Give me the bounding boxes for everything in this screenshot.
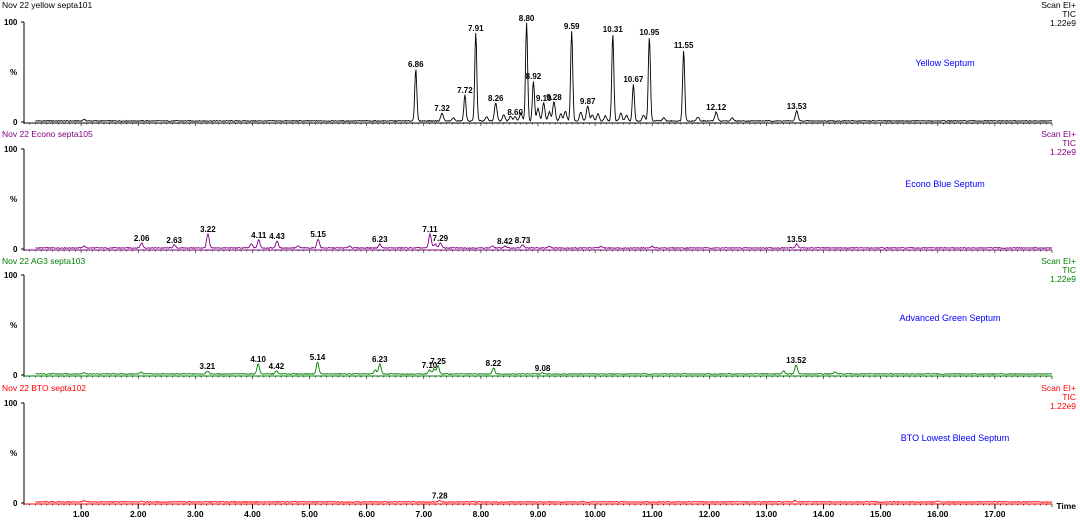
- peak-label: 3.21: [200, 362, 216, 371]
- peak-label: 7.10: [422, 361, 438, 370]
- peak-label: 9.59: [564, 22, 580, 31]
- y-tick-label: 0: [13, 499, 18, 508]
- peak-label: 9.87: [580, 97, 596, 106]
- y-tick-label: 0: [13, 245, 18, 254]
- peak-label: 10.67: [623, 75, 644, 84]
- x-tick-label: 9.00: [530, 509, 547, 519]
- x-tick-label: 4.00: [244, 509, 261, 519]
- peak-label: 13.52: [786, 356, 807, 365]
- peak-label: 9.08: [535, 364, 551, 373]
- peak-label: 2.06: [134, 234, 150, 243]
- peak-label: 10.95: [639, 28, 660, 37]
- x-tick-label: 17.00: [984, 509, 1006, 519]
- x-tick-label: 13.00: [756, 509, 778, 519]
- y-tick-label: %: [10, 68, 17, 77]
- peak-label: 6.86: [408, 60, 424, 69]
- y-tick-label: 100: [4, 145, 18, 154]
- peak-label: 8.26: [488, 94, 504, 103]
- scan-mode: Scan EI+: [1041, 129, 1076, 139]
- series-label: BTO Lowest Bleed Septum: [901, 433, 1009, 443]
- peak-label: 7.72: [457, 86, 473, 95]
- x-tick-label: 6.00: [358, 509, 375, 519]
- intensity-scale: 1.22e9: [1050, 401, 1076, 411]
- y-tick-label: %: [10, 195, 17, 204]
- peak-label: 8.73: [515, 236, 531, 245]
- tic-trace: [35, 22, 1053, 123]
- peak-label: 4.43: [269, 232, 285, 241]
- tic-trace: [35, 361, 1053, 376]
- peak-label: 7.11: [422, 225, 438, 234]
- peak-label: 4.11: [251, 231, 267, 240]
- series-label: Yellow Septum: [915, 58, 974, 68]
- tic-label: TIC: [1062, 265, 1076, 275]
- peak-label: 8.80: [519, 14, 535, 23]
- y-tick-label: 0: [13, 371, 18, 380]
- scan-mode: Scan EI+: [1041, 383, 1076, 393]
- peak-label: 3.22: [200, 225, 216, 234]
- peak-label: 7.28: [432, 492, 448, 501]
- panel-header: Nov 22 BTO septa102: [2, 383, 86, 393]
- scan-mode: Scan EI+: [1041, 256, 1076, 266]
- peak-label: 13.53: [787, 102, 808, 111]
- panel-header: Nov 22 yellow septa101: [2, 0, 93, 10]
- x-tick-label: 3.00: [187, 509, 204, 519]
- y-tick-label: 100: [4, 271, 18, 280]
- peak-label: 9.10: [536, 94, 552, 103]
- panel-header: Nov 22 AG3 septa103: [2, 256, 85, 266]
- intensity-scale: 1.22e9: [1050, 274, 1076, 284]
- peak-label: 8.60: [507, 108, 523, 117]
- x-tick-label: 10.00: [584, 509, 606, 519]
- tic-label: TIC: [1062, 392, 1076, 402]
- y-tick-label: 100: [4, 399, 18, 408]
- peak-label: 2.63: [166, 236, 182, 245]
- peak-label: 4.42: [269, 362, 285, 371]
- peak-label: 6.23: [372, 355, 388, 364]
- peak-label: 12.12: [706, 103, 727, 112]
- peak-label: 7.32: [434, 104, 450, 113]
- x-tick-label: 15.00: [870, 509, 892, 519]
- peak-label: 8.92: [526, 72, 542, 81]
- x-tick-label: 11.00: [642, 509, 663, 519]
- x-tick-label: 1.00: [73, 509, 90, 519]
- peak-label: 5.14: [310, 353, 326, 362]
- peak-label: 5.15: [310, 230, 326, 239]
- series-label: Advanced Green Septum: [899, 313, 1000, 323]
- peak-label: 11.55: [674, 41, 694, 50]
- peak-label: 9.28: [546, 93, 562, 102]
- x-tick-label: 12.00: [699, 509, 721, 519]
- y-tick-label: 100: [4, 18, 18, 27]
- x-tick-label: 2.00: [130, 509, 147, 519]
- intensity-scale: 1.22e9: [1050, 147, 1076, 157]
- scan-mode: Scan EI+: [1041, 0, 1076, 10]
- series-label: Econo Blue Septum: [905, 179, 985, 189]
- peak-label: 7.29: [433, 234, 449, 243]
- peak-label: 6.23: [372, 235, 388, 244]
- peak-label: 7.25: [430, 357, 446, 366]
- tic-label: TIC: [1062, 9, 1076, 19]
- peak-label: 4.10: [250, 355, 266, 364]
- tic-trace: [35, 499, 1053, 504]
- peak-label: 7.91: [468, 24, 484, 33]
- peak-label: 13.53: [787, 235, 808, 244]
- x-tick-label: 8.00: [473, 509, 490, 519]
- x-tick-label: 5.00: [301, 509, 318, 519]
- x-tick-label: 7.00: [416, 509, 433, 519]
- peak-label: 8.42: [497, 237, 513, 246]
- tic-label: TIC: [1062, 138, 1076, 148]
- x-tick-label: 14.00: [813, 509, 835, 519]
- y-tick-label: %: [10, 449, 17, 458]
- peak-label: 8.22: [486, 359, 502, 368]
- peak-label: 10.31: [603, 25, 624, 34]
- y-tick-label: 0: [13, 118, 18, 127]
- x-axis-label: Time: [1056, 501, 1076, 511]
- x-tick-label: 16.00: [927, 509, 949, 519]
- panel-header: Nov 22 Econo septa105: [2, 129, 93, 139]
- tic-trace: [35, 232, 1053, 250]
- y-tick-label: %: [10, 321, 17, 330]
- intensity-scale: 1.22e9: [1050, 18, 1076, 28]
